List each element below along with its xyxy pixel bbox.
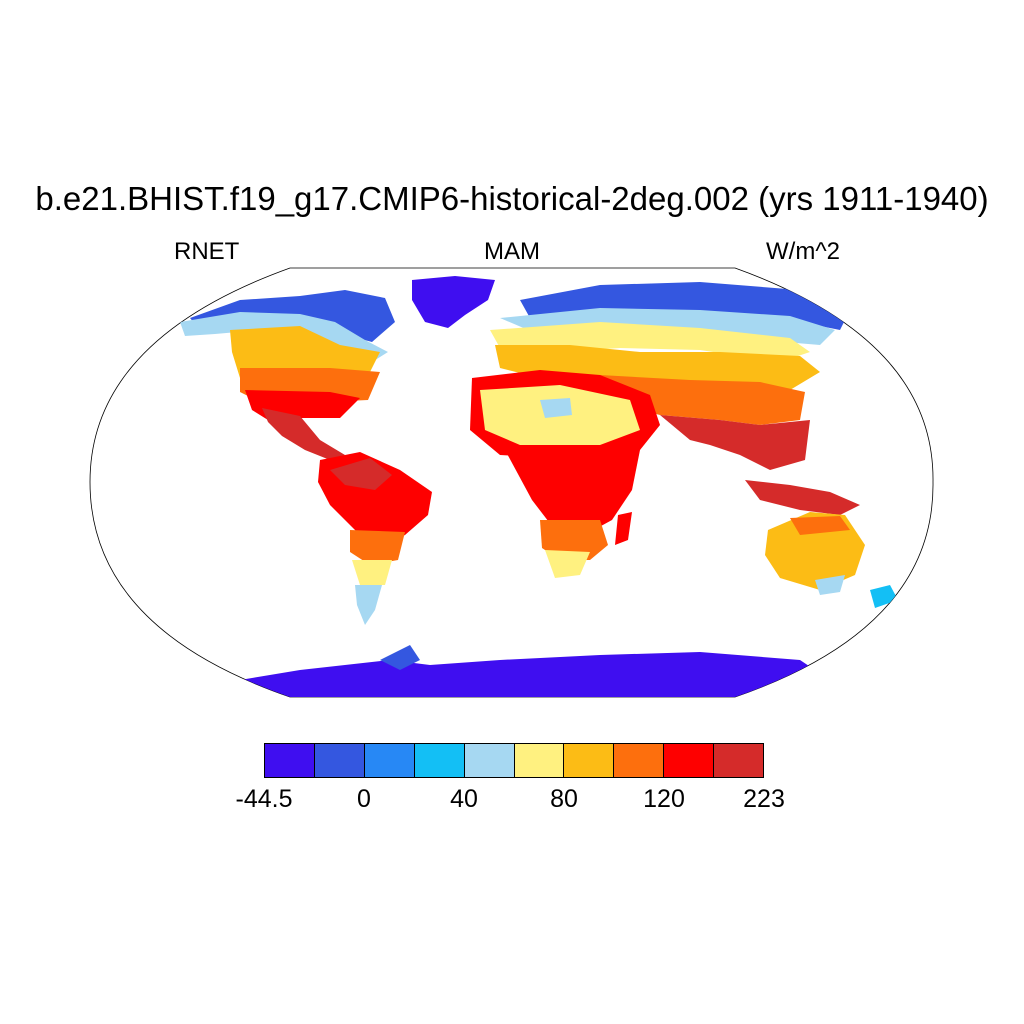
colorbar-label: 223: [743, 785, 785, 813]
south-america-south: [352, 560, 392, 585]
sahara-cool: [540, 398, 572, 418]
colorbar-swatch: [714, 744, 764, 777]
colorbar-label: 80: [550, 785, 578, 813]
colorbar-label: -44.5: [235, 785, 293, 813]
variable-label: RNET: [174, 238, 240, 265]
india-southeast-asia: [660, 415, 810, 470]
units-label: W/m^2: [766, 238, 840, 265]
eurasia-arctic: [520, 282, 850, 330]
southern-africa: [540, 520, 608, 560]
colorbar-swatch: [664, 744, 715, 777]
colorbar-swatch: [414, 744, 465, 777]
colorbar-label: 40: [450, 785, 478, 813]
patagonia: [355, 585, 382, 625]
colorbar-swatch: [314, 744, 365, 777]
southern-africa-tip: [545, 550, 590, 578]
australia-southeast: [815, 575, 845, 595]
colorbar-swatch: [514, 744, 565, 777]
australia-north: [790, 516, 850, 535]
colorbar-label: 0: [357, 785, 371, 813]
season-label: MAM: [484, 238, 540, 265]
colorbar: [264, 743, 764, 778]
colorbar-label: 120: [643, 785, 685, 813]
amazon-hotspot: [330, 458, 392, 490]
antarctic-peninsula: [380, 645, 420, 670]
colorbar-swatch: [265, 744, 315, 777]
indonesia: [745, 480, 860, 515]
greenland: [412, 276, 495, 328]
colorbar-swatch: [564, 744, 615, 777]
mexico-central-america: [262, 408, 345, 462]
eurasia-mid: [490, 322, 810, 362]
central-africa: [505, 450, 640, 532]
south-america-central: [350, 530, 405, 565]
madagascar: [615, 512, 632, 545]
colorbar-swatch: [614, 744, 665, 777]
map-title: b.e21.BHIST.f19_g17.CMIP6-historical-2de…: [35, 180, 989, 217]
australia: [765, 512, 865, 590]
colorbar-swatch: [464, 744, 515, 777]
north-america-mid: [230, 326, 380, 378]
colorbar-swatch: [364, 744, 415, 777]
antarctica: [240, 652, 830, 697]
